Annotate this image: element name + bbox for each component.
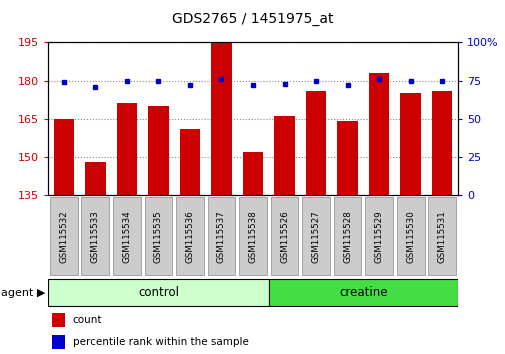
Bar	[274, 116, 294, 195]
Text: GSM115535: GSM115535	[154, 210, 163, 263]
Text: GSM115532: GSM115532	[59, 210, 68, 263]
Text: GSM115533: GSM115533	[91, 210, 99, 263]
FancyBboxPatch shape	[270, 197, 298, 275]
Bar	[54, 119, 74, 195]
FancyBboxPatch shape	[176, 197, 204, 275]
Text: GSM115534: GSM115534	[122, 210, 131, 263]
Text: GSM115537: GSM115537	[217, 210, 226, 263]
FancyBboxPatch shape	[301, 197, 329, 275]
Text: GDS2765 / 1451975_at: GDS2765 / 1451975_at	[172, 12, 333, 27]
Text: GSM115531: GSM115531	[437, 210, 446, 263]
FancyBboxPatch shape	[333, 197, 361, 275]
Text: GSM115527: GSM115527	[311, 210, 320, 263]
Text: GSM115529: GSM115529	[374, 210, 383, 263]
Text: GSM115536: GSM115536	[185, 210, 194, 263]
Text: count: count	[73, 315, 102, 325]
Bar	[399, 93, 420, 195]
Bar	[52, 335, 65, 349]
Text: percentile rank within the sample: percentile rank within the sample	[73, 337, 248, 347]
FancyBboxPatch shape	[50, 197, 78, 275]
Bar	[52, 313, 65, 327]
Bar	[179, 129, 200, 195]
Bar	[368, 73, 388, 195]
Bar	[211, 40, 231, 195]
Bar	[148, 106, 168, 195]
Text: GSM115530: GSM115530	[406, 210, 414, 263]
FancyBboxPatch shape	[396, 197, 424, 275]
Text: control: control	[138, 286, 179, 299]
FancyBboxPatch shape	[81, 197, 109, 275]
Bar	[242, 152, 263, 195]
FancyBboxPatch shape	[113, 197, 140, 275]
Text: GSM115526: GSM115526	[279, 210, 288, 263]
FancyBboxPatch shape	[207, 197, 235, 275]
Bar	[85, 162, 106, 195]
Text: agent ▶: agent ▶	[1, 288, 45, 298]
FancyBboxPatch shape	[239, 197, 266, 275]
FancyBboxPatch shape	[268, 279, 457, 307]
Bar	[337, 121, 357, 195]
Text: GSM115528: GSM115528	[342, 210, 351, 263]
Bar	[305, 91, 326, 195]
Text: creatine: creatine	[338, 286, 387, 299]
FancyBboxPatch shape	[365, 197, 392, 275]
FancyBboxPatch shape	[48, 279, 268, 307]
Bar	[117, 103, 137, 195]
FancyBboxPatch shape	[144, 197, 172, 275]
Bar	[431, 91, 451, 195]
Text: GSM115538: GSM115538	[248, 210, 257, 263]
FancyBboxPatch shape	[427, 197, 455, 275]
